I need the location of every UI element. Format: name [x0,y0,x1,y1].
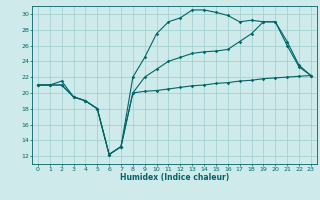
X-axis label: Humidex (Indice chaleur): Humidex (Indice chaleur) [120,173,229,182]
